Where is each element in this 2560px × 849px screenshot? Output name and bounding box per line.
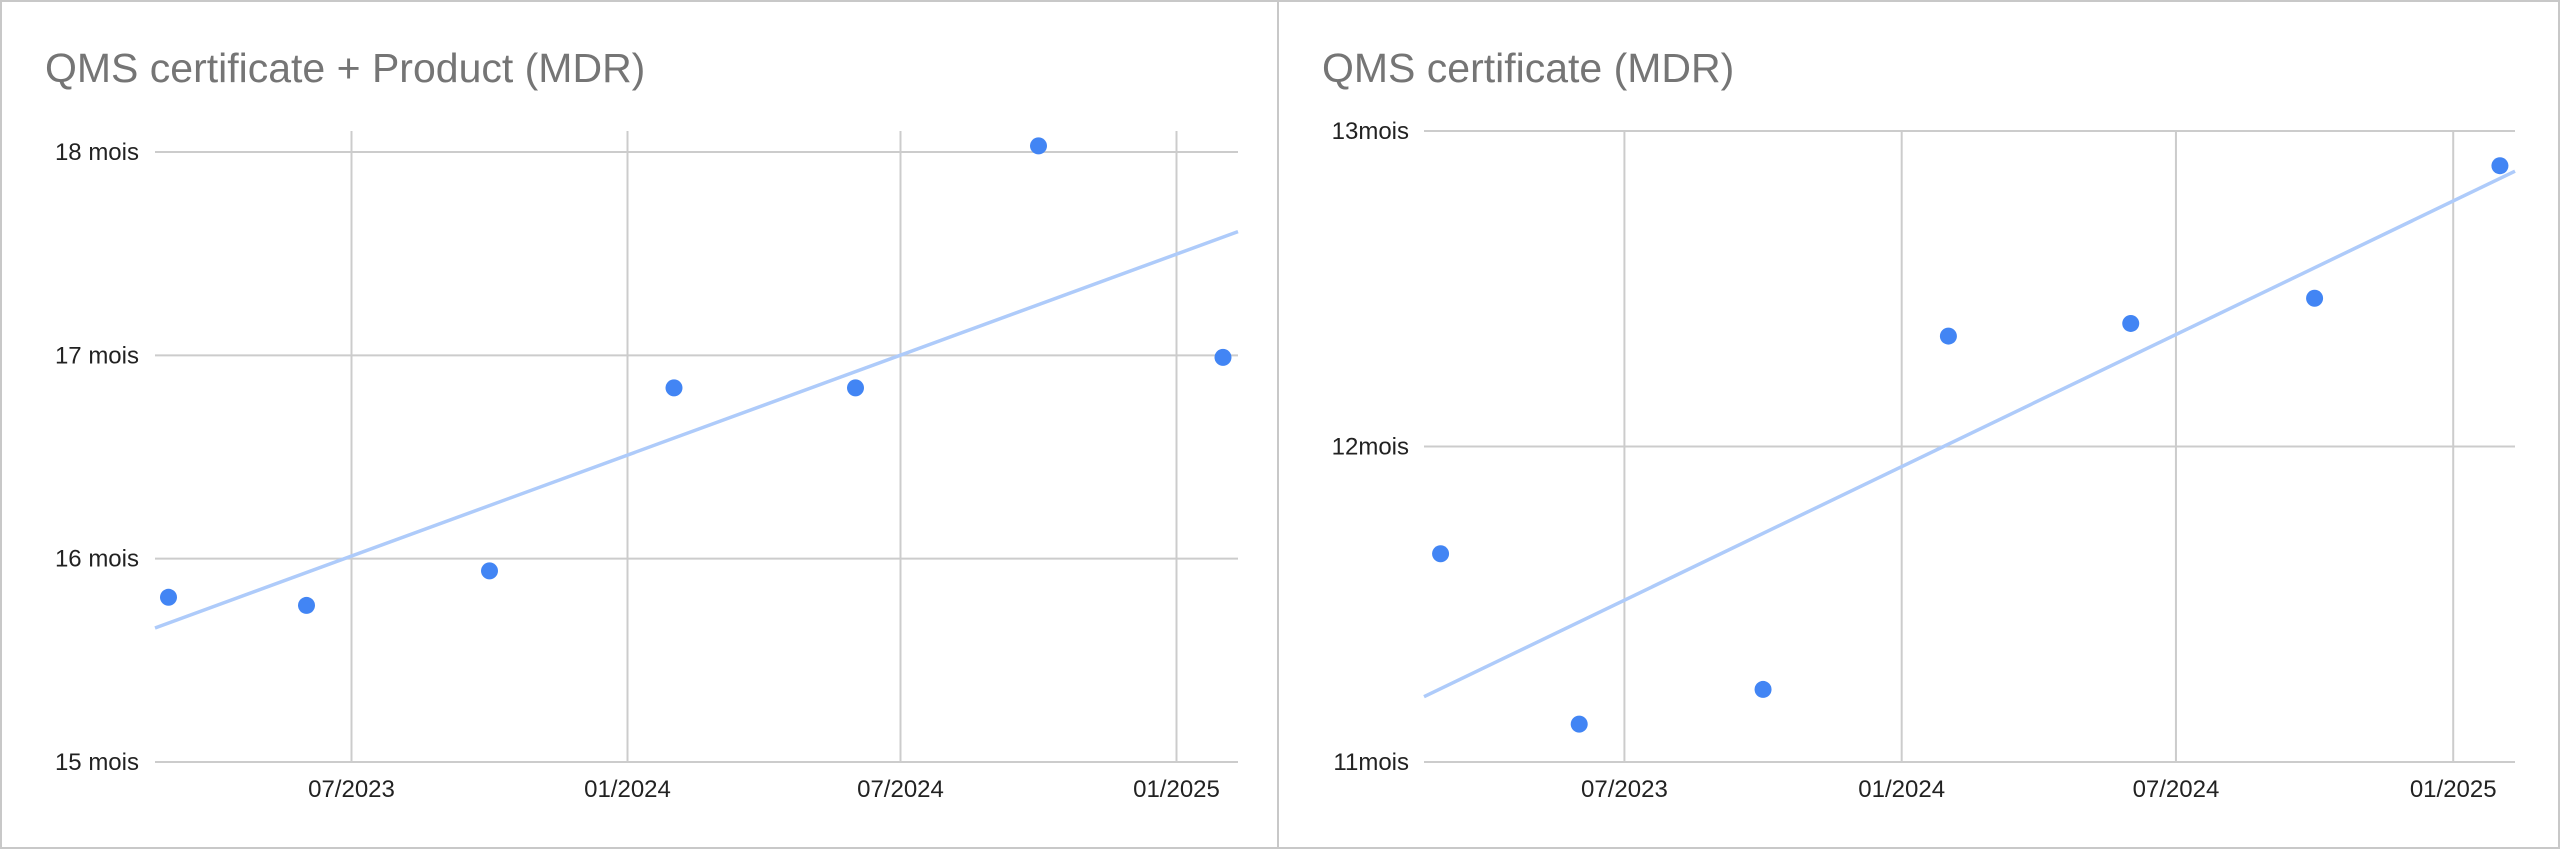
chart-panel-qms-product: QMS certificate + Product (MDR) 15 mois 1… — [45, 45, 1239, 803]
x-tick-label: 01/2024 — [584, 776, 671, 803]
data-point[interactable] — [298, 596, 315, 614]
chart-panel-qms: QMS certificate (MDR) 11mois 12mois 13mois… — [1322, 45, 2516, 803]
y-tick-label: 11mois — [1333, 749, 1409, 776]
data-point[interactable] — [2122, 314, 2140, 332]
data-point[interactable] — [665, 379, 683, 397]
trendline — [1423, 169, 2516, 699]
trendline — [154, 229, 1239, 630]
data-point[interactable] — [1570, 715, 1588, 733]
y-tick-label: 16 mois — [55, 546, 139, 573]
data-point[interactable] — [2491, 157, 2509, 175]
data-point[interactable] — [1214, 348, 1232, 366]
y-tick-label: 17 mois — [55, 342, 139, 369]
x-tick-label: 01/2025 — [1133, 776, 1220, 803]
x-tick-label: 01/2024 — [1858, 776, 1945, 803]
x-tick-label: 07/2023 — [308, 776, 395, 803]
y-tick-label: 12mois — [1332, 434, 1409, 461]
data-point[interactable] — [847, 379, 864, 397]
y-tick-label: 18 mois — [55, 139, 139, 166]
data-point[interactable] — [1939, 327, 1957, 345]
x-tick-label: 07/2024 — [2133, 776, 2220, 803]
data-point[interactable] — [1030, 137, 1047, 155]
data-point[interactable] — [481, 562, 498, 580]
data-point[interactable] — [160, 588, 177, 606]
data-point[interactable] — [1754, 680, 1772, 698]
data-point[interactable] — [2306, 289, 2324, 307]
y-tick-label: 15 mois — [55, 749, 139, 776]
x-tick-label: 01/2025 — [2410, 776, 2497, 803]
chart-title: QMS certificate (MDR) — [1322, 45, 1734, 91]
x-tick-label: 07/2024 — [857, 776, 944, 803]
chart-title: QMS certificate + Product (MDR) — [45, 45, 645, 91]
data-point[interactable] — [1432, 545, 1450, 563]
x-tick-label: 07/2023 — [1581, 776, 1668, 803]
y-tick-label: 13mois — [1332, 118, 1409, 145]
